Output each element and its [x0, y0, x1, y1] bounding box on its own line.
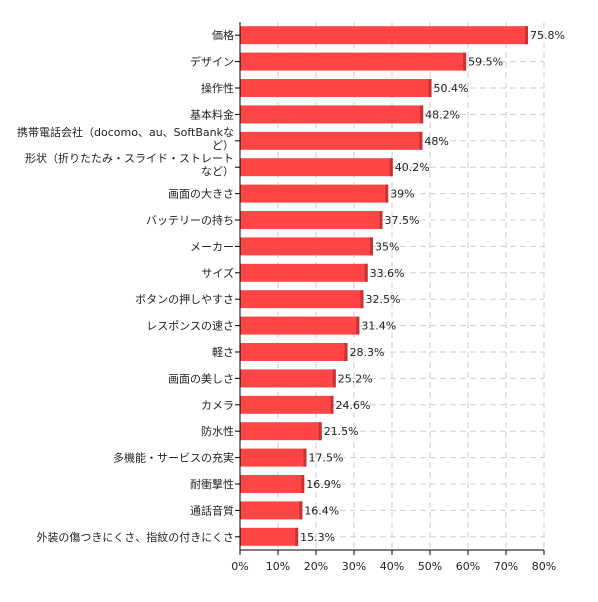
bar-edge	[330, 395, 334, 414]
bar	[240, 52, 467, 71]
bar	[240, 79, 432, 97]
data-label: 59.5%	[468, 56, 503, 69]
category-label: 軽さ	[212, 346, 234, 359]
data-label: 33.6%	[370, 267, 405, 280]
bar-edge	[301, 475, 305, 493]
bar-edge	[385, 184, 389, 203]
labels: 0% 10% 20% 30% 40% 50% 60% 70% 80% 75.8% 価格 59.5% デザ…	[17, 28, 565, 573]
category-label: サイズ	[201, 266, 234, 280]
bar-edge	[389, 158, 393, 177]
category-label: 多機能・サービスの充実	[113, 451, 234, 465]
bars	[240, 26, 529, 546]
x-tick-label: 50%	[418, 560, 442, 573]
x-tick-label: 70%	[494, 560, 518, 573]
bar	[240, 501, 303, 520]
x-tick-label: 40%	[380, 560, 404, 573]
bar	[240, 290, 364, 309]
grid	[240, 22, 545, 550]
bar-edge	[463, 52, 467, 71]
data-label: 25.2%	[338, 372, 373, 385]
bar	[240, 395, 334, 414]
category-label: 通話音質	[190, 503, 234, 517]
data-label: 75.8%	[530, 29, 565, 42]
data-label: 48.2%	[425, 108, 460, 121]
category-label: 画面の美しさ	[168, 372, 234, 385]
category-label: 基本料金	[190, 107, 234, 121]
bar	[240, 343, 348, 361]
category-label: 操作性	[201, 81, 234, 95]
data-label: 17.5%	[309, 452, 344, 465]
category-label: 価格	[212, 28, 234, 42]
data-label: 16.9%	[306, 478, 341, 491]
category-label: 耐衝撃性	[190, 477, 234, 491]
bar-edge	[419, 131, 423, 150]
bar-edge	[332, 369, 336, 388]
data-label: 50.4%	[434, 82, 469, 95]
bar	[240, 448, 307, 467]
bar	[240, 237, 373, 256]
bar	[240, 105, 424, 124]
category-label: 防水性	[201, 424, 234, 438]
category-label: デザイン	[190, 55, 234, 69]
x-tick-label: 30%	[342, 560, 366, 573]
bar-edge	[356, 316, 360, 335]
x-tick-label: 80%	[532, 560, 556, 573]
category-label: など）	[201, 165, 234, 178]
bar-edge	[370, 237, 373, 256]
x-tick-label: 10%	[266, 560, 290, 573]
data-label: 15.3%	[300, 531, 335, 544]
bar	[240, 158, 393, 177]
bar-edge	[299, 501, 303, 520]
bar-edge	[360, 290, 364, 309]
category-label: 外装の傷つきにくさ、指紋の付きにくさ	[36, 530, 234, 544]
x-tick-label: 0%	[231, 560, 248, 573]
data-label: 21.5%	[324, 425, 359, 438]
bar-edge	[525, 26, 529, 45]
data-label: 35%	[375, 240, 399, 253]
bar	[240, 131, 423, 150]
category-label: カメラ	[201, 399, 234, 412]
data-label: 28.3%	[350, 346, 385, 359]
bar	[240, 263, 368, 282]
bar	[240, 422, 322, 441]
bar	[240, 26, 529, 45]
x-tick-label: 20%	[304, 560, 328, 573]
data-label: 32.5%	[366, 293, 401, 306]
x-tick-label: 60%	[456, 560, 480, 573]
category-label: メーカー	[190, 240, 234, 253]
data-label: 40.2%	[395, 161, 430, 174]
bar	[240, 475, 305, 493]
category-label: 形状（折りたたみ・スライド・ストレート	[25, 151, 234, 165]
category-label: バッテリーの持ち	[146, 213, 234, 227]
bar-edge	[295, 527, 299, 546]
bar	[240, 211, 383, 229]
bar-edge	[303, 448, 307, 467]
category-label: 携帯電話会社（docomo、au、SoftBankな	[17, 125, 234, 139]
axes	[235, 22, 545, 555]
data-label: 48%	[424, 135, 448, 148]
bar-edge	[364, 263, 368, 282]
bar-edge	[428, 79, 432, 97]
bar	[240, 316, 360, 335]
data-label: 31.4%	[361, 320, 396, 333]
category-label: ボタンの押しやすさ	[135, 292, 234, 306]
data-label: 39%	[390, 188, 414, 201]
bar-edge	[318, 422, 322, 441]
category-label: 画面の大きさ	[168, 187, 234, 201]
bar-edge	[379, 211, 383, 229]
data-label: 37.5%	[385, 214, 420, 227]
data-label: 24.6%	[335, 399, 370, 412]
bar	[240, 527, 299, 546]
category-label: ど）	[212, 139, 234, 152]
bar	[240, 369, 336, 388]
data-label: 16.4%	[304, 504, 339, 517]
category-label: レスポンスの速さ	[146, 320, 234, 333]
bar	[240, 184, 389, 203]
bar-edge	[344, 343, 348, 361]
bar-edge	[420, 105, 424, 124]
